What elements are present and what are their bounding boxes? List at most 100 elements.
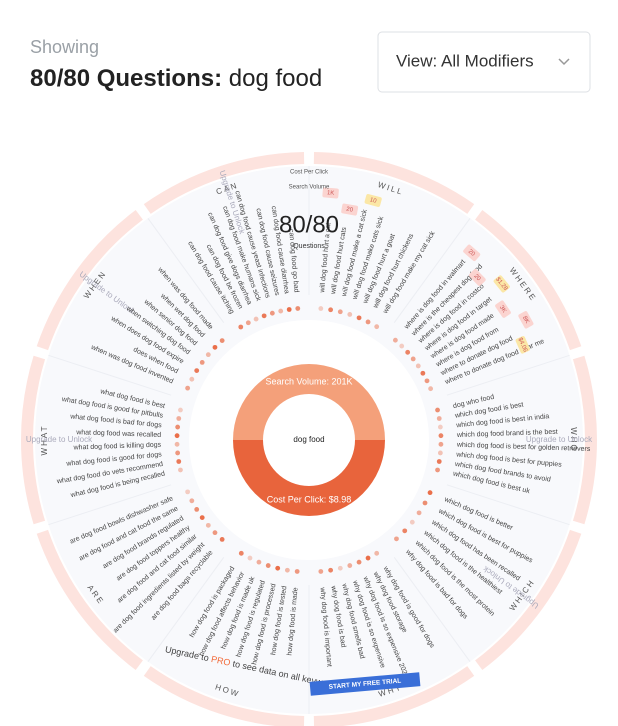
cost-ring	[233, 440, 385, 516]
dot	[253, 316, 259, 322]
chip-bg	[463, 244, 481, 262]
segment-divider	[48, 354, 172, 396]
dot	[410, 356, 416, 362]
dot	[318, 569, 324, 574]
center-count: 80/80	[279, 211, 339, 238]
chip-value: 20	[472, 273, 481, 282]
dot	[392, 337, 398, 343]
modifier-ring	[36, 529, 143, 671]
question: which dog food brand is the best	[456, 429, 558, 439]
dot	[194, 506, 200, 512]
chip-bg	[322, 187, 339, 199]
dot	[436, 416, 442, 421]
chip-bg	[364, 193, 382, 207]
chip-value: 20	[346, 207, 354, 214]
dot	[294, 569, 300, 574]
chip-bg	[341, 203, 359, 216]
dot	[189, 376, 195, 382]
dot	[199, 360, 205, 365]
question: which dog food is best for golden retrie…	[456, 442, 591, 453]
dot	[365, 319, 371, 325]
segment-divider	[48, 484, 172, 526]
chip: 3K	[495, 300, 511, 318]
modifier-ring	[36, 209, 143, 351]
modifier-ring	[143, 152, 305, 214]
segment-divider	[147, 218, 225, 323]
dot	[219, 537, 225, 542]
dot	[337, 309, 343, 315]
dot	[212, 530, 218, 536]
segment-divider	[446, 354, 570, 396]
dot	[205, 522, 211, 528]
dot	[189, 498, 195, 504]
dot	[178, 407, 183, 413]
dot	[347, 563, 353, 568]
cta-button[interactable]: START MY FREE TRIAL	[309, 672, 421, 696]
modifier-ring	[572, 355, 597, 525]
segment-divider	[147, 557, 225, 662]
results-heading: 80/80 Questions: dog food	[30, 65, 322, 92]
chip: $4.06	[515, 336, 530, 354]
keyword-center: dog food	[293, 435, 324, 444]
modifier-ring	[475, 209, 582, 351]
modifier-label: WHO	[569, 427, 578, 453]
dot	[176, 416, 182, 421]
dot	[247, 555, 253, 561]
upgrade-unlock: Upgrade to Unlock	[526, 435, 593, 444]
dot	[174, 433, 180, 439]
dot	[394, 536, 399, 542]
showing-label: Showing	[30, 37, 99, 57]
dot	[356, 315, 362, 321]
upgrade-pro: PRO	[210, 654, 231, 668]
center-label: Questions	[293, 243, 325, 250]
keyword-circle	[265, 396, 353, 484]
dot	[374, 550, 380, 556]
dot	[437, 450, 443, 456]
dot	[356, 559, 362, 565]
search-volume: Search Volume: 201K	[265, 376, 352, 386]
dot	[424, 378, 430, 384]
chip-bg	[495, 300, 511, 318]
search-volume-ring	[233, 364, 385, 440]
chip: 10	[364, 193, 382, 207]
modifier-ring	[143, 666, 305, 726]
dot	[438, 433, 444, 439]
dot	[435, 467, 440, 473]
chip-value: 8K	[521, 315, 530, 324]
dot	[265, 563, 271, 568]
dot	[219, 338, 225, 343]
dot	[415, 363, 421, 369]
dot	[238, 550, 244, 556]
dot	[328, 307, 334, 313]
dot	[416, 510, 422, 516]
dot	[405, 349, 411, 355]
dot	[199, 515, 205, 520]
chip-value: 20	[467, 249, 476, 258]
dropdown-label[interactable]: View: All Modifiers	[396, 51, 534, 70]
chip-bg	[468, 269, 486, 286]
chip-value: $4.06	[516, 337, 528, 354]
segment-divider	[393, 218, 471, 323]
modifier-ring	[313, 666, 475, 726]
dot	[365, 555, 371, 561]
cta-bg[interactable]	[309, 672, 421, 696]
dot	[420, 370, 426, 376]
dot	[205, 352, 211, 358]
dot	[178, 467, 183, 473]
dropdown[interactable]: View: All Modifiers	[377, 31, 591, 93]
question: what dog food was recalled	[75, 429, 161, 439]
dot	[284, 567, 290, 573]
segment-divider	[393, 557, 471, 662]
dot	[269, 310, 275, 316]
dot	[245, 320, 251, 326]
segment-divider	[446, 484, 570, 526]
chip-bg	[518, 311, 534, 329]
dot	[337, 565, 343, 571]
chip: 1K	[322, 187, 339, 199]
chip-value: 10	[369, 197, 378, 205]
dot	[185, 489, 191, 495]
dropdown-box[interactable]	[377, 31, 591, 93]
dot	[409, 519, 415, 525]
